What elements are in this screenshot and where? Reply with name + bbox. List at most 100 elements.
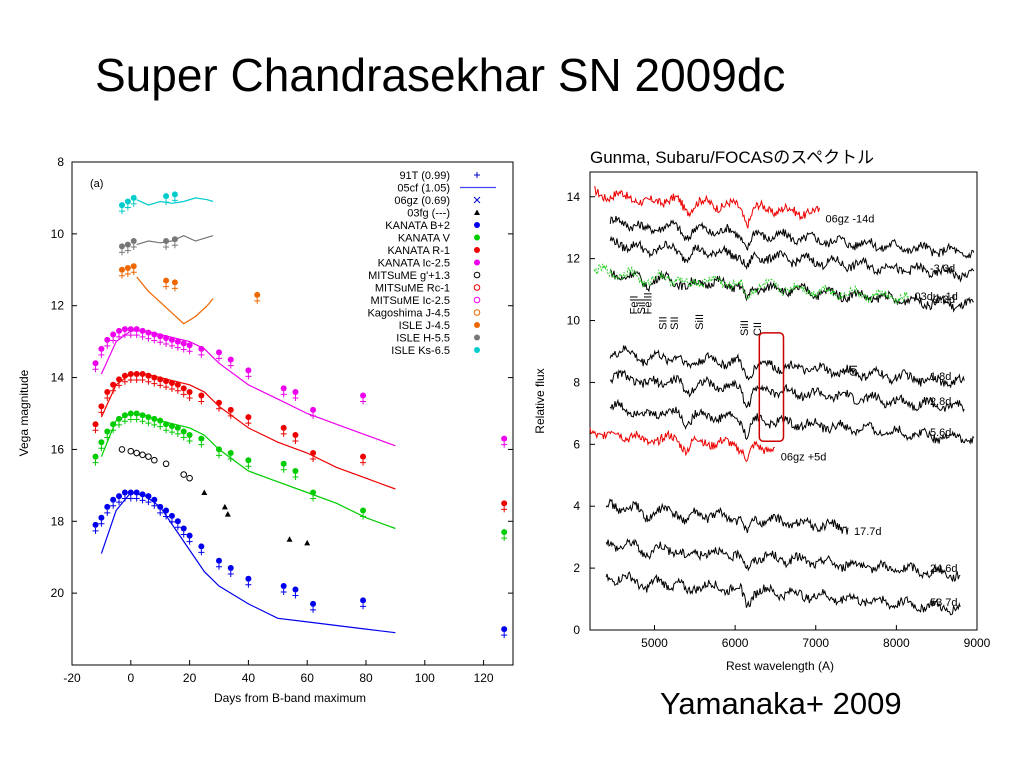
- panel-label: (a): [90, 178, 103, 190]
- line-id-label: FeIII: [642, 292, 654, 314]
- data-point: [139, 412, 146, 419]
- data-point: [292, 586, 299, 593]
- data-point: [180, 340, 187, 347]
- legend-swatch: [473, 284, 481, 291]
- data-point: [157, 417, 164, 424]
- data-point: [224, 511, 231, 517]
- spectrum-line-4: [593, 263, 909, 305]
- data-point: [118, 446, 126, 453]
- data-point-plus: [130, 200, 137, 207]
- legend-swatch: [474, 334, 480, 341]
- data-point-plus: [168, 429, 175, 436]
- data-point-plus: [151, 421, 158, 428]
- data-point: [145, 329, 152, 336]
- y-axis-label: Vega magnitude: [17, 369, 31, 456]
- data-point-plus: [163, 341, 170, 348]
- data-point: [292, 432, 299, 439]
- data-point: [127, 370, 134, 377]
- data-point: [216, 557, 222, 564]
- data-point-plus: [121, 332, 128, 339]
- data-point-plus: [280, 430, 287, 437]
- data-point: [174, 381, 181, 388]
- data-point: [310, 406, 317, 413]
- data-point-plus: [216, 452, 222, 459]
- data-point: [227, 356, 234, 363]
- citation: Yamanaka+ 2009: [660, 686, 902, 721]
- data-point: [174, 518, 181, 525]
- data-point: [227, 450, 234, 457]
- data-point-plus: [145, 335, 152, 342]
- data-point: [130, 263, 137, 270]
- data-point-plus: [104, 434, 111, 441]
- data-point-plus: [310, 456, 317, 463]
- data-point-plus: [110, 337, 117, 344]
- x-tick-label: 100: [415, 671, 435, 685]
- data-point: [216, 349, 222, 356]
- y-tick-label: 14: [51, 371, 65, 385]
- spectrum-line-0: [593, 186, 820, 229]
- data-point-plus: [292, 592, 299, 599]
- y-tick-label: 16: [51, 442, 65, 456]
- data-point: [501, 626, 508, 633]
- data-point-plus: [104, 342, 111, 349]
- data-point: [124, 264, 131, 271]
- data-point: [171, 191, 178, 198]
- data-point: [186, 342, 193, 349]
- data-point: [280, 385, 287, 392]
- data-point-plus: [227, 362, 234, 369]
- data-point: [133, 370, 140, 377]
- x-tick-label: 80: [359, 671, 373, 685]
- data-point: [174, 338, 181, 345]
- data-point: [304, 539, 311, 546]
- data-point-plus: [216, 405, 222, 412]
- spectra-y-tick-label: 14: [567, 190, 581, 204]
- data-point-plus: [501, 535, 508, 542]
- data-point-plus: [198, 441, 205, 448]
- light-curve-chart: (a) -20 0 20 40 60 80 100 120 8 10 12 14 16 18 20 91T …: [17, 155, 514, 705]
- data-point: [280, 582, 287, 589]
- data-point: [198, 543, 205, 550]
- data-point: [168, 512, 175, 519]
- data-point: [163, 335, 170, 342]
- legend-swatch: [473, 271, 481, 279]
- legend-swatch: [474, 209, 480, 215]
- data-point-plus: [133, 332, 140, 339]
- y-tick-label: 18: [51, 514, 65, 528]
- data-point: [98, 439, 105, 446]
- data-point-plus: [157, 339, 164, 346]
- spectra-x-axis-label: Rest wavelength (A): [726, 659, 834, 673]
- data-point-plus: [157, 423, 164, 430]
- line-id-label: FeII: [629, 295, 641, 314]
- spectrum-line-7: [609, 398, 975, 445]
- data-point-plus: [139, 333, 146, 340]
- data-point: [174, 424, 181, 431]
- spectra-y-tick-label: 4: [573, 499, 580, 513]
- line-id-label: SII: [658, 316, 670, 329]
- highlight-box: [758, 332, 785, 442]
- data-point-plus: [98, 409, 105, 416]
- data-point-plus: [118, 249, 125, 256]
- data-point-plus: [92, 427, 99, 434]
- data-point-plus: [216, 355, 222, 362]
- data-point-plus: [168, 518, 175, 525]
- data-point: [198, 435, 205, 442]
- data-point: [118, 266, 125, 273]
- data-point-plus: [163, 513, 170, 520]
- data-point: [121, 489, 128, 496]
- data-point-plus: [168, 385, 175, 392]
- legend-label: MITSuME g'+1.3: [368, 270, 450, 282]
- data-point: [92, 421, 99, 428]
- legend-label: 91T (0.99): [399, 170, 450, 182]
- data-point-plus: [145, 420, 152, 427]
- data-point: [104, 428, 111, 435]
- data-point-plus: [163, 244, 170, 251]
- spectra-frame: [589, 171, 978, 631]
- data-point-plus: [501, 441, 508, 448]
- data-point-plus: [280, 466, 287, 473]
- data-point-plus: [130, 269, 137, 276]
- line-id-label: SiII: [739, 320, 751, 336]
- data-point: [292, 467, 299, 474]
- data-point: [360, 392, 367, 399]
- data-point: [186, 388, 193, 395]
- data-point-plus: [163, 199, 170, 206]
